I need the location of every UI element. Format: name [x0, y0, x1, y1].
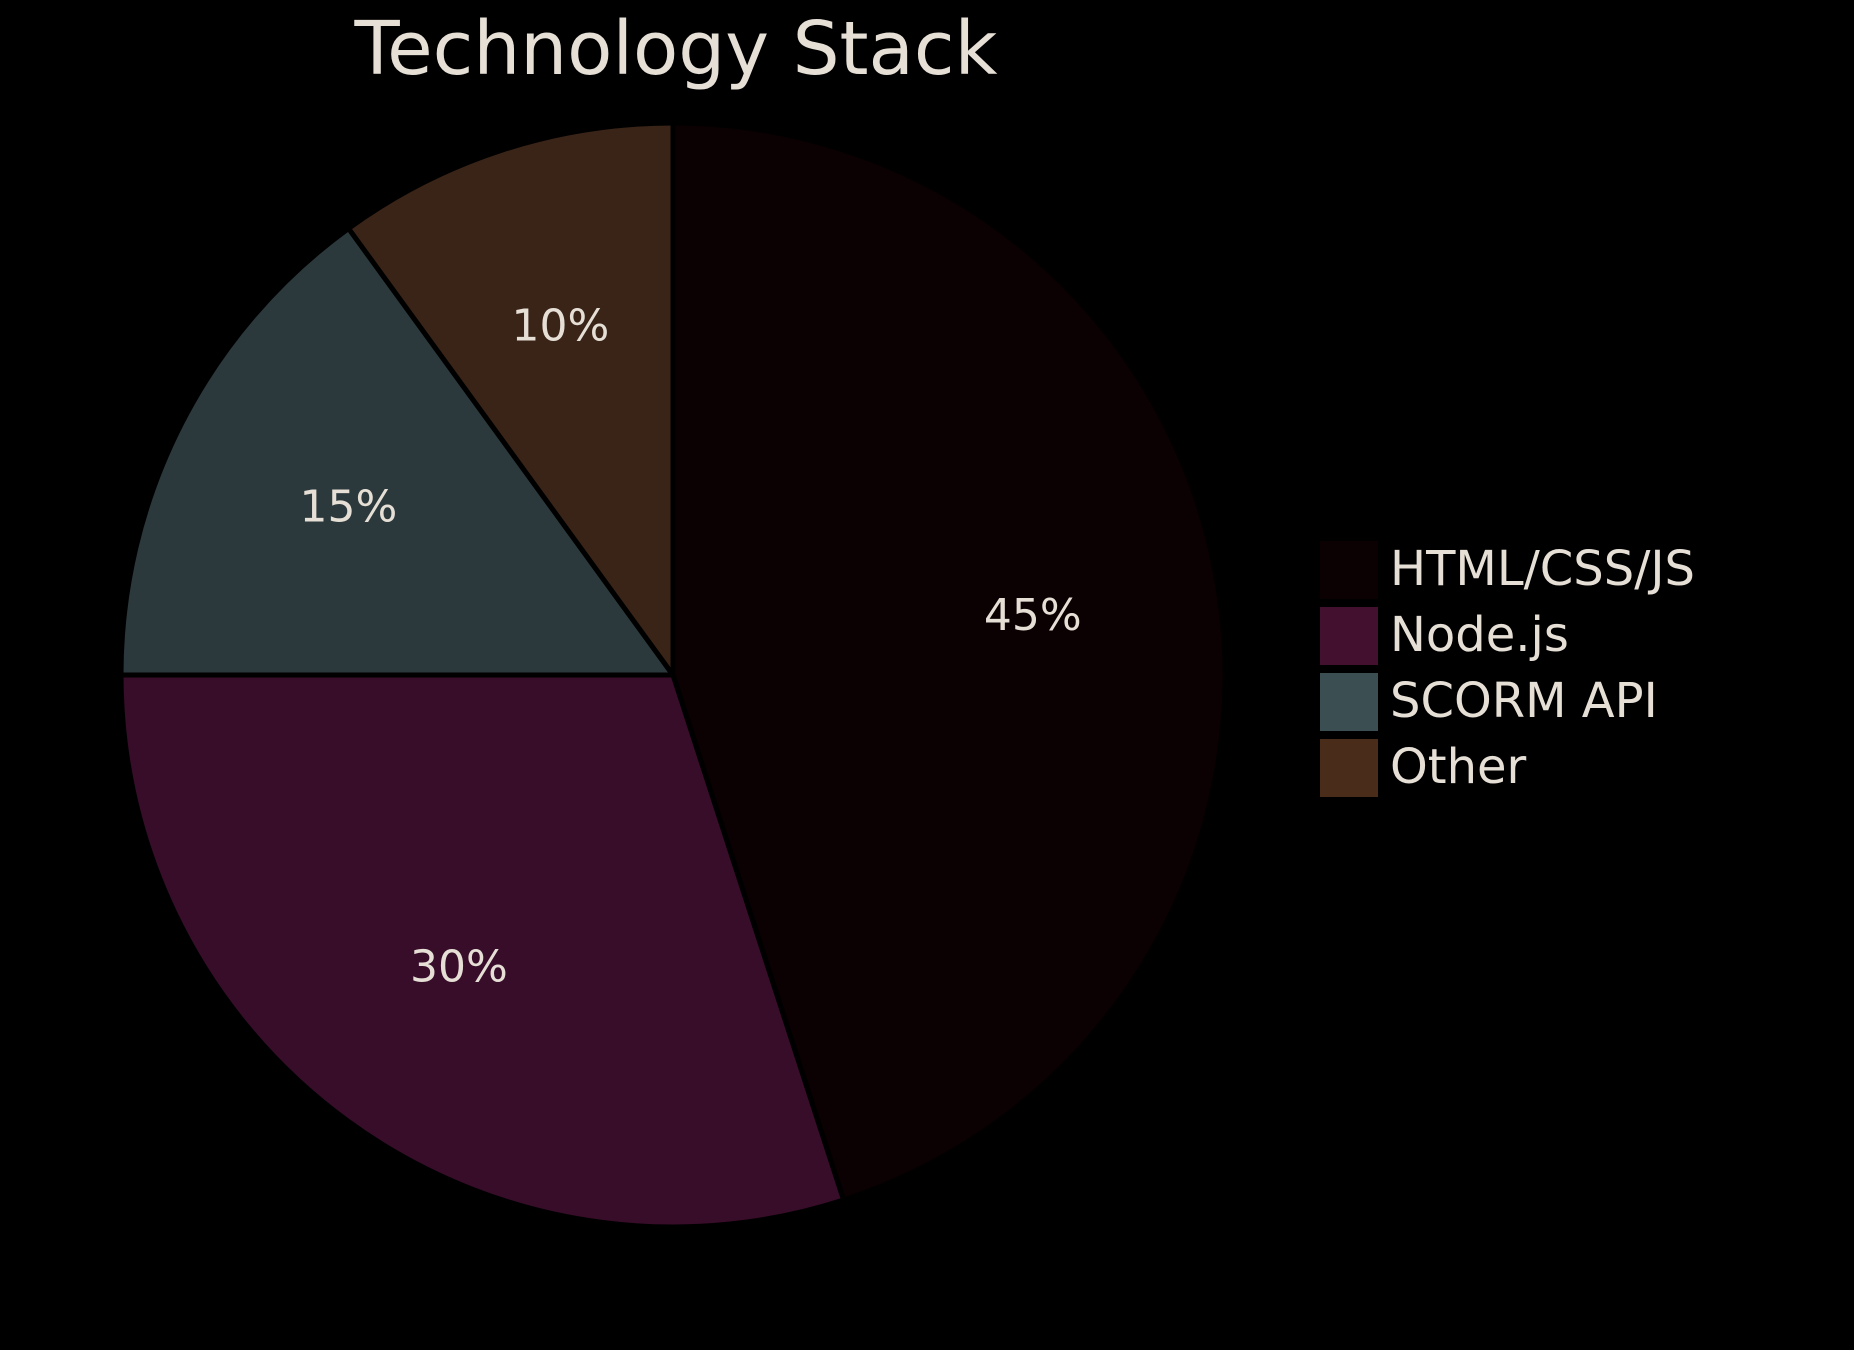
legend-item-scorm-api: SCORM API — [1320, 673, 1658, 731]
legend-item-other: Other — [1320, 739, 1527, 797]
pie-slice-node-js — [118, 672, 847, 1230]
legend-swatch-scorm-api — [1320, 673, 1378, 731]
slice-label-scorm-api: 15% — [299, 482, 397, 533]
pie-slice-html-css-js — [670, 120, 1228, 1203]
legend-label-html-css-js: HTML/CSS/JS — [1390, 541, 1695, 597]
legend-swatch-other — [1320, 739, 1378, 797]
pie-slices — [118, 120, 1228, 1230]
pie-slice-scorm-api — [118, 225, 676, 678]
legend-swatch-html-css-js — [1320, 541, 1378, 599]
slice-labels: 45% 30% 15% 10% — [299, 301, 1081, 993]
legend-item-node-js: Node.js — [1320, 607, 1569, 665]
legend-label-scorm-api: SCORM API — [1390, 673, 1658, 729]
legend-label-node-js: Node.js — [1390, 607, 1569, 663]
legend-swatch-node-js — [1320, 607, 1378, 665]
chart-title: Technology Stack — [354, 6, 998, 92]
legend: HTML/CSS/JS Node.js SCORM API Other — [1320, 541, 1695, 797]
slice-label-other: 10% — [512, 301, 610, 352]
slice-label-html-css-js: 45% — [984, 590, 1082, 641]
legend-item-html-css-js: HTML/CSS/JS — [1320, 541, 1695, 599]
legend-label-other: Other — [1390, 739, 1527, 795]
pie-slice-other — [346, 120, 676, 678]
slice-label-node-js: 30% — [410, 942, 508, 993]
